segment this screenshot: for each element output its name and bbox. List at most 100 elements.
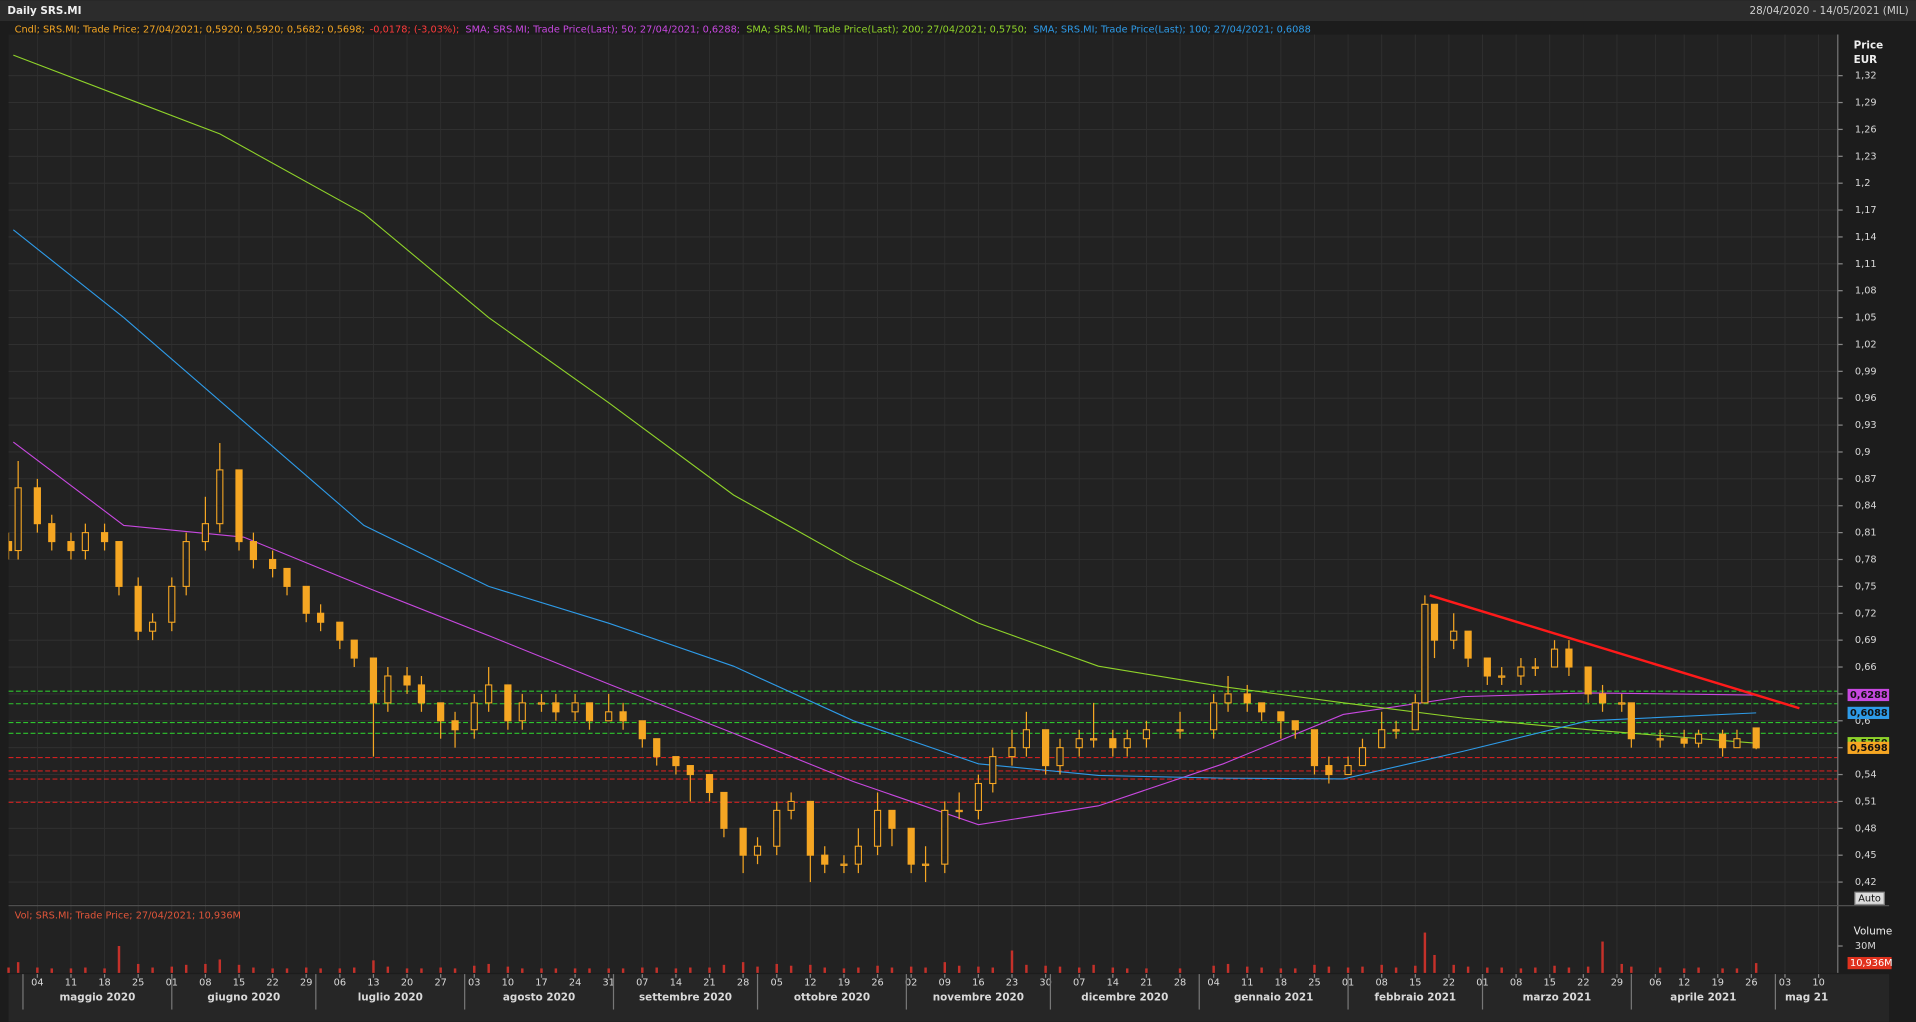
y-tick-label: 0,81 [1855, 528, 1877, 539]
legend: Cndl; SRS.MI; Trade Price; 27/04/2021; 0… [15, 25, 1311, 36]
candle-body [974, 782, 982, 811]
volume-bar [674, 968, 678, 973]
y-tick-label: 1,32 [1855, 71, 1877, 82]
candle-body [672, 756, 680, 767]
volume-panel [8, 906, 1838, 973]
candle-body [1598, 693, 1607, 704]
candle-body [1694, 733, 1703, 744]
month-label: maggio 2020 [59, 991, 135, 1003]
volume-bar [453, 968, 457, 973]
x-axis-area [8, 974, 1890, 1022]
candle-body [148, 621, 157, 632]
candle-body [605, 711, 613, 722]
x-tick-label: 03 [1779, 978, 1791, 989]
candle-body [1378, 729, 1386, 749]
volume-bar [1178, 968, 1182, 973]
volume-bar [36, 967, 39, 973]
plot-layer [8, 54, 1838, 883]
candle-body [739, 827, 747, 856]
volume-bar [252, 967, 255, 973]
y-tick-label: 0,42 [1855, 877, 1877, 888]
volume-bar [1414, 965, 1417, 973]
x-tick-label: 17 [535, 978, 547, 989]
y-tick-label: 0,75 [1855, 581, 1877, 592]
month-label: dicembre 2020 [1081, 991, 1168, 1003]
candle-body [350, 639, 358, 659]
candle-body [403, 675, 411, 686]
auto-button[interactable]: Auto [1854, 891, 1885, 906]
y-tick-label: 0,78 [1855, 555, 1877, 566]
volume-bar [1620, 963, 1623, 973]
x-tick-label: 22 [1443, 978, 1455, 989]
volume-bar [285, 968, 289, 973]
x-tick-label: 28 [737, 978, 749, 989]
candle-body [638, 720, 646, 740]
volume-bar [7, 967, 10, 973]
volume-bar [1586, 966, 1590, 973]
volume-title: Volume [1854, 925, 1893, 937]
volume-bar [1025, 964, 1028, 973]
x-tick-label: 12 [804, 978, 816, 989]
month-label: agosto 2020 [503, 991, 575, 1003]
trendline [1429, 594, 1800, 710]
candle-body [283, 567, 291, 587]
candle-body [619, 711, 627, 722]
y-tick-label: 0,45 [1855, 850, 1877, 861]
y-tick-label: 0,6 [1855, 716, 1871, 727]
x-tick-label: 22 [1577, 978, 1589, 989]
month-label: febbraio 2021 [1374, 991, 1456, 1003]
volume-bar [741, 962, 745, 973]
candle-body [753, 845, 762, 856]
candle-body [1008, 747, 1016, 758]
volume-bar [588, 968, 591, 973]
candle-body [384, 675, 392, 704]
y-tick-label: 0,48 [1855, 823, 1877, 834]
candle-body [1421, 603, 1429, 704]
x-tick-label: 06 [334, 978, 346, 989]
candle-body [773, 809, 781, 847]
x-tick-label: 04 [31, 978, 43, 989]
candle-body [182, 541, 190, 587]
volume-bar [1226, 963, 1230, 973]
candle-body [336, 621, 344, 641]
month-label: giugno 2020 [207, 991, 280, 1003]
volume-bar [1361, 966, 1364, 973]
month-label: gennaio 2021 [1234, 991, 1313, 1003]
auto-button-label: Auto [1858, 893, 1881, 904]
candle-body [1243, 693, 1251, 704]
volume-bar [857, 967, 860, 973]
y-tick-label: 0,51 [1855, 796, 1877, 807]
month-label: mag 21 [1785, 991, 1828, 1003]
volume-bar [305, 967, 308, 973]
x-tick-label: 11 [1241, 978, 1253, 989]
candle-body [1142, 729, 1151, 740]
volume-bar [184, 964, 188, 973]
candle-body [417, 684, 426, 704]
x-tick-label: 30 [1039, 978, 1051, 989]
x-tick-label: 14 [1107, 978, 1119, 989]
x-tick-label: 27 [434, 978, 446, 989]
volume-bar [16, 962, 20, 973]
candle-body [1325, 765, 1333, 776]
candle-body [1022, 729, 1031, 749]
candle-body [1733, 738, 1741, 749]
legend-entry: SMA; SRS.MI; Trade Price(Last); 100; 27/… [1033, 25, 1311, 36]
candle-body [1277, 711, 1285, 722]
candle-body [686, 765, 694, 776]
volume-bar [1553, 965, 1556, 973]
volume-bar [1423, 932, 1427, 973]
volume-bar [607, 968, 610, 973]
month-label: aprile 2021 [1670, 991, 1736, 1003]
x-tick-label: 26 [1745, 978, 1757, 989]
candle-body [14, 487, 22, 552]
x-tick-label: 07 [1073, 978, 1085, 989]
candle-body [854, 845, 862, 865]
month-label: ottobre 2020 [794, 991, 870, 1003]
volume-bar [573, 968, 577, 973]
candle-body [451, 720, 459, 731]
x-tick-label: 21 [1140, 978, 1152, 989]
y-tick-label: 0,9 [1855, 447, 1871, 458]
candle-body [1392, 729, 1400, 732]
x-tick-label: 09 [939, 978, 951, 989]
volume-bar [641, 967, 644, 973]
